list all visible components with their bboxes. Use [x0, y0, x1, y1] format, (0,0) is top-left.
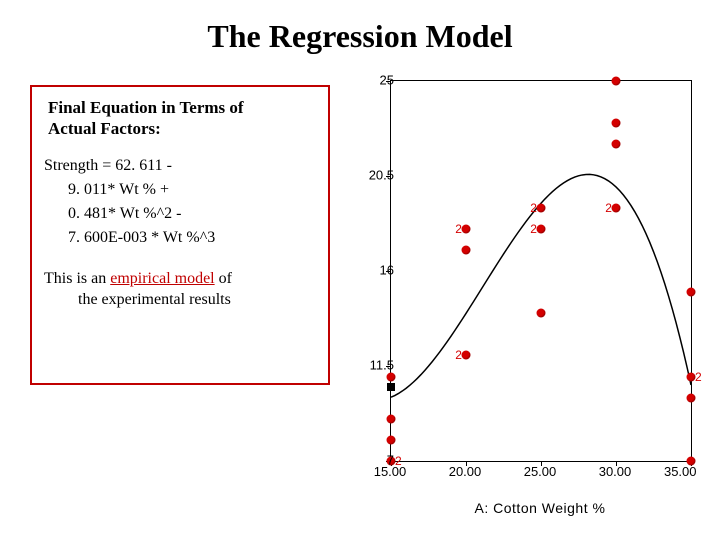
y-tick-label: 25 [380, 73, 394, 88]
data-point [612, 140, 621, 149]
y-tick-label: 20.5 [369, 168, 394, 183]
plot-area: 2222222 [390, 80, 692, 462]
data-point [387, 435, 396, 444]
regression-curve [391, 81, 691, 461]
note-emph: empirical model [110, 270, 214, 287]
data-point [537, 203, 546, 212]
point-count-label: 2 [530, 201, 537, 215]
point-count-label: 2 [455, 222, 462, 236]
eq-line-2: 9. 011* Wt % + [68, 178, 318, 202]
point-count-label: 2 [455, 348, 462, 362]
equation-box: Final Equation in Terms of Actual Factor… [30, 85, 330, 385]
eq-heading-line1: Final Equation in Terms of [48, 98, 244, 117]
equation-heading: Final Equation in Terms of Actual Factor… [48, 97, 318, 140]
x-tick-label: 15.00 [374, 464, 407, 479]
data-point [612, 119, 621, 128]
data-point [462, 224, 471, 233]
point-count-label: 2 [530, 222, 537, 236]
note-prefix: This is an [44, 270, 110, 287]
x-tick-label: 25.00 [524, 464, 557, 479]
data-point [537, 224, 546, 233]
x-tick-label: 20.00 [449, 464, 482, 479]
regression-chart: 2222222 A: Cotton Weight % 711.51620.525… [350, 70, 700, 500]
data-point [612, 77, 621, 86]
slide: The Regression Model Final Equation in T… [0, 0, 720, 540]
data-point [462, 245, 471, 254]
data-point [687, 288, 696, 297]
x-tick-label: 35.00 [664, 464, 697, 479]
eq-heading-line2: Actual Factors: [48, 119, 161, 138]
data-point [537, 309, 546, 318]
point-count-label: 2 [695, 370, 702, 384]
equation-note: This is an empirical model of the experi… [44, 268, 318, 311]
x-tick-label: 30.00 [599, 464, 632, 479]
note-line2: the experimental results [78, 289, 318, 311]
predicted-marker [387, 383, 395, 391]
y-tick-label: 11.5 [370, 358, 394, 373]
eq-line-1: Strength = 62. 611 - [44, 154, 318, 178]
data-point [387, 372, 396, 381]
data-point [612, 203, 621, 212]
slide-title: The Regression Model [0, 18, 720, 55]
note-suffix: of [215, 270, 232, 287]
point-count-label: 2 [605, 201, 612, 215]
data-point [387, 414, 396, 423]
y-tick-label: 16 [380, 263, 394, 278]
data-point [687, 393, 696, 402]
eq-line-4: 7. 600E-003 * Wt %^3 [68, 226, 318, 250]
x-axis-title: A: Cotton Weight % [390, 500, 690, 516]
equation-lines: Strength = 62. 611 - 9. 011* Wt % + 0. 4… [42, 154, 318, 250]
data-point [462, 351, 471, 360]
eq-line-3: 0. 481* Wt %^2 - [68, 202, 318, 226]
